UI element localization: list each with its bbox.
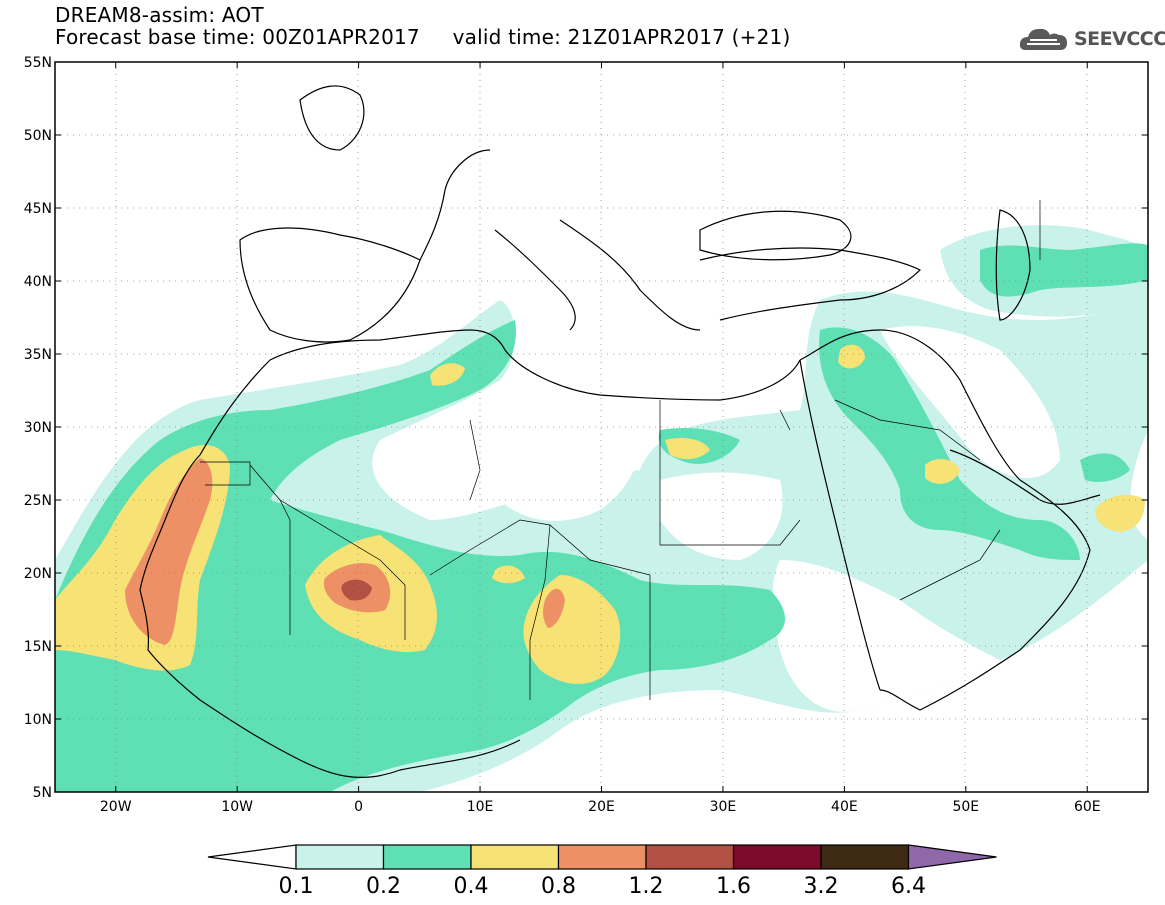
coastlines	[139, 85, 1101, 779]
colorbar-label: 0.8	[541, 874, 576, 899]
lon-tick-label: 40E	[831, 799, 858, 815]
cloud-icon	[1019, 28, 1067, 50]
colorbar-segment	[557, 844, 647, 870]
lat-tick-label: 50N	[24, 128, 52, 144]
colorbar-label: 3.2	[804, 874, 839, 899]
lat-tick-label: 40N	[24, 274, 52, 290]
lat-tick-labels: 55N 50N 45N 40N 35N 30N 25N 20N 15N 10N 5N	[24, 55, 52, 801]
lat-tick-label: 25N	[24, 493, 52, 509]
lon-tick-label: 10E	[467, 799, 494, 815]
graticule	[55, 62, 1148, 792]
logo-text: SEEVCCC	[1074, 28, 1165, 50]
lat-tick-label: 10N	[24, 712, 52, 728]
lon-tick-label: 20W	[100, 799, 132, 815]
colorbar-label: 0.4	[454, 874, 489, 899]
aot-level-1-2	[341, 579, 372, 601]
colorbar-high-arrow	[907, 844, 997, 870]
lat-tick-label: 35N	[24, 347, 52, 363]
title-line1: DREAM8-assim: AOT	[55, 3, 264, 27]
colorbar-segment	[732, 844, 822, 870]
colorbar-low-arrow	[207, 844, 297, 870]
colorbar-segment	[382, 844, 472, 870]
colorbar-label: 1.6	[716, 874, 751, 899]
colorbar-label: 1.2	[629, 874, 664, 899]
lon-tick-labels: 20W 10W 0 10E 20E 30E 40E 50E 60E	[100, 799, 1101, 815]
colorbar-label: 0.2	[366, 874, 401, 899]
lon-tick-label: 10W	[221, 799, 253, 815]
seevccc-logo: SEEVCCC	[1018, 22, 1165, 56]
lat-tick-label: 55N	[24, 55, 52, 71]
colorbar-label: 6.4	[891, 874, 926, 899]
colorbar-segment	[820, 844, 910, 870]
aot-field	[55, 62, 1148, 792]
colorbar-segment	[470, 844, 560, 870]
colorbar-label: 0.1	[279, 874, 314, 899]
lon-tick-label: 50E	[952, 799, 979, 815]
colorbar: 0.1 0.2 0.4 0.8 1.2 1.6 3.2 6.4	[207, 844, 997, 899]
lat-tick-label: 20N	[24, 566, 52, 582]
aot-clear-areas	[216, 326, 1060, 712]
title-line2: Forecast base time: 00Z01APR2017 valid t…	[55, 25, 791, 49]
lat-tick-label: 15N	[24, 639, 52, 655]
axis-ticks	[55, 61, 1148, 793]
lon-tick-label: 60E	[1074, 799, 1101, 815]
lat-tick-label: 30N	[24, 420, 52, 436]
lon-tick-label: 20E	[588, 799, 615, 815]
colorbar-segment	[645, 844, 735, 870]
lat-tick-label: 45N	[24, 201, 52, 217]
lon-tick-label: 0	[354, 799, 363, 815]
lon-tick-label: 30E	[710, 799, 737, 815]
colorbar-segment	[295, 844, 385, 870]
lat-tick-label: 5N	[33, 785, 52, 801]
